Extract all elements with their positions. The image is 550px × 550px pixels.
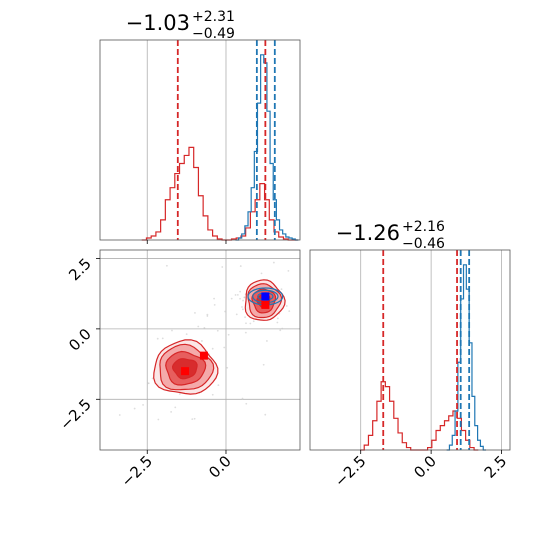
scatter-point [264,413,267,416]
marker-0 [261,292,270,301]
scatter-point [230,297,233,300]
tick-label-x-0: −2.5 [331,452,369,490]
marker-1 [261,300,270,309]
scatter-point [170,411,173,413]
scatter-point [243,296,246,299]
scatter-point [245,322,247,325]
scatter-point [266,340,268,342]
scatter-point [287,269,290,272]
scatter-point [151,377,154,380]
scatter-point [223,346,226,349]
scatter-point [276,321,279,324]
title-param-1-upper: +2.31 [192,9,235,25]
scatter-point [262,363,265,366]
tick-label-y-1: 0.0 [65,325,95,355]
scatter-point [157,418,160,421]
scatter-contour-panel: −2.5 0.0 2.5 0.0 −2.5 [56,242,321,491]
scatter-point [260,272,263,275]
scatter-point [244,316,246,319]
scatter-point [301,256,303,258]
scatter-point [239,297,241,300]
scatter-point [239,265,242,267]
scatter-point [133,407,136,410]
scatter-point [285,305,288,307]
histogram-panel-param-2: −2.5 0.0 2.5 −1.26 +2.16−0.46 [309,219,511,491]
scatter-point [234,294,237,296]
tick-label-x-0: −2.5 [118,452,156,490]
scatter-point [191,418,194,420]
scatter-point [319,355,321,357]
scatter-point [213,303,216,306]
scatter-point [171,329,173,332]
scatter-point [147,382,150,385]
scatter-point [216,329,219,332]
tick-label-y-2: −2.5 [56,395,94,433]
scatter-point [317,273,319,275]
scatter-point [235,313,238,316]
title-param-2-median: −1.26 [336,221,400,245]
title-param-1-median: −1.03 [126,11,190,35]
scatter-point [178,393,181,395]
scatter-point [161,337,164,340]
marker-3 [181,367,190,376]
title-param-2-lower: −0.46 [402,236,445,252]
scatter-point [217,242,219,244]
scatter-point [194,312,196,314]
tick-label-x-2: 2.5 [481,452,511,482]
scatter-point [185,333,188,335]
axes-frame [309,249,511,451]
scatter-point [206,313,209,316]
marker-2 [199,351,208,360]
scatter-point [224,310,226,313]
title-param-1-lower: −0.49 [192,26,235,42]
scatter-point [245,402,248,405]
scatter-point [118,414,121,416]
scatter-point [227,333,230,336]
scatter-point [252,320,255,323]
scatter-point [213,297,215,300]
scatter-point [302,309,304,311]
histogram-series-0 [141,146,298,241]
scatter-point [203,327,206,329]
scatter-point [249,322,252,325]
title-param-2-upper: +2.16 [402,219,445,235]
scatter-point [226,366,229,369]
scatter-plot-area [100,242,321,450]
scatter-point [193,417,196,420]
scatter-point [303,317,305,319]
scatter-point [280,288,283,291]
scatter-point [281,327,284,330]
scatter-point [242,299,244,302]
scatter-point [221,266,224,268]
histogram-series-1 [235,54,299,241]
scatter-point [241,308,244,311]
tick-label-y-0: 2.5 [65,255,95,285]
scatter-point [239,290,241,293]
scatter-point [211,393,214,396]
axes-frame [99,39,301,241]
scatter-point [201,340,203,342]
scatter-point [156,337,159,340]
tick-label-x-1: 0.0 [410,452,440,482]
tick-label-x-1: 0.0 [205,452,235,482]
scatter-point [279,329,282,332]
scatter-point [236,294,239,296]
axes-frame [99,249,301,451]
scatter-point [272,261,275,264]
scatter-point [241,397,244,400]
scatter-point [206,315,209,317]
scatter-point [276,317,279,320]
scatter-point [217,384,220,386]
scatter-point [244,331,247,334]
scatter-point [165,264,168,267]
scatter-point [142,404,144,406]
scatter-point [241,306,243,308]
scatter-point [174,406,177,409]
histogram-panel-param-1: −1.03 +2.31−0.49 [99,9,301,244]
scatter-point [288,310,291,313]
histogram-series-1 [446,264,487,451]
scatter-point [211,347,214,350]
scatter-point [197,325,200,328]
